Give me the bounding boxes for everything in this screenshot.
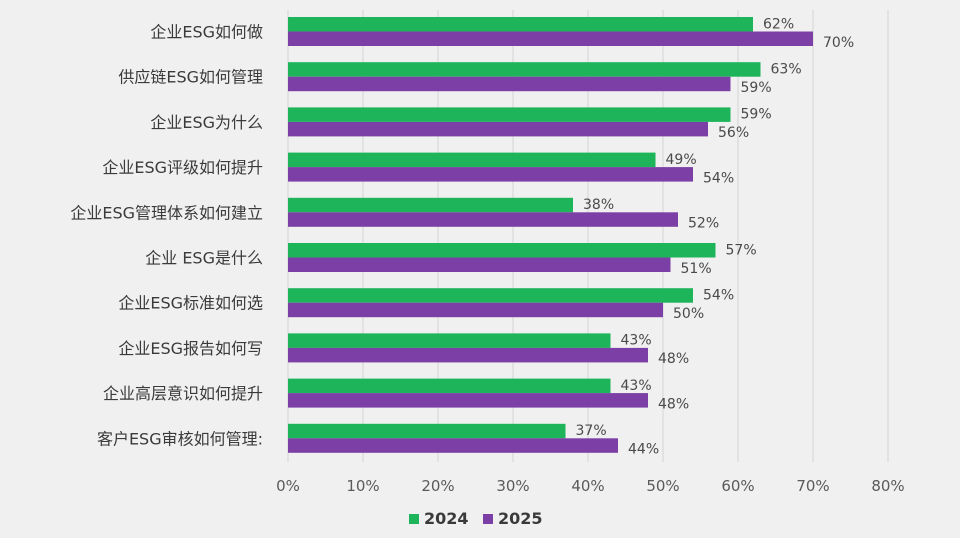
x-tick-label: 0% bbox=[276, 477, 300, 495]
category-label: 企业 ESG是什么 bbox=[145, 249, 263, 268]
category-label: 企业ESG标准如何选 bbox=[118, 294, 263, 313]
x-tick-label: 70% bbox=[796, 477, 829, 495]
category-label: 企业ESG评级如何提升 bbox=[102, 158, 263, 177]
data-label-2025: 70% bbox=[823, 35, 854, 51]
bar-2025 bbox=[288, 438, 618, 453]
bar-2024 bbox=[288, 288, 693, 303]
data-label-2024: 63% bbox=[771, 61, 802, 77]
legend-label-2025: 2025 bbox=[498, 509, 543, 528]
bar-2024 bbox=[288, 107, 731, 122]
x-tick-label: 60% bbox=[721, 477, 754, 495]
data-label-2024: 54% bbox=[703, 287, 734, 303]
category-label: 企业ESG管理体系如何建立 bbox=[70, 203, 263, 222]
data-label-2025: 48% bbox=[658, 351, 689, 367]
bar-2024 bbox=[288, 378, 611, 394]
x-axis-ticks: 0% 10% 20% 30% 40% 50% 60% 70% 80% bbox=[276, 477, 905, 495]
data-label-2025: 59% bbox=[741, 80, 772, 96]
bar-2025 bbox=[288, 167, 693, 182]
category-label: 企业ESG报告如何写 bbox=[118, 339, 263, 358]
bar-2024 bbox=[288, 423, 566, 439]
bar-2025 bbox=[288, 31, 813, 46]
data-label-2024: 57% bbox=[726, 242, 757, 258]
bar-2024 bbox=[288, 333, 611, 348]
category-label: 供应链ESG如何管理 bbox=[118, 68, 263, 87]
data-label-2025: 48% bbox=[658, 396, 689, 412]
data-label-2025: 54% bbox=[703, 170, 734, 186]
legend-swatch-2024 bbox=[409, 514, 419, 524]
data-label-2025: 44% bbox=[628, 442, 659, 458]
value-labels: 62% 70% 63% 59% 59% 56% 49% 54% 38% 52% 57% 51% 54% 5… bbox=[576, 16, 855, 457]
bar-2024 bbox=[288, 62, 761, 77]
data-label-2025: 52% bbox=[688, 216, 719, 232]
bars bbox=[288, 17, 813, 453]
x-tick-label: 20% bbox=[421, 477, 454, 495]
data-label-2024: 43% bbox=[621, 333, 652, 349]
legend-label-2024: 2024 bbox=[424, 509, 469, 528]
category-label: 客户ESG审核如何管理: bbox=[97, 429, 263, 448]
category-label: 企业高层意识如何提升 bbox=[103, 384, 263, 403]
category-labels: 企业ESG如何做供应链ESG如何管理企业ESG为什么企业ESG评级如何提升企业E… bbox=[70, 23, 263, 449]
legend-swatch-2025 bbox=[483, 514, 493, 524]
data-label-2024: 38% bbox=[583, 197, 614, 213]
bar-2024 bbox=[288, 243, 716, 258]
x-tick-label: 30% bbox=[496, 477, 529, 495]
data-label-2024: 59% bbox=[741, 107, 772, 123]
bar-2024 bbox=[288, 152, 656, 168]
bar-2025 bbox=[288, 76, 731, 92]
legend: 2024 2025 bbox=[409, 509, 543, 528]
bar-2025 bbox=[288, 257, 671, 272]
data-label-2025: 50% bbox=[673, 306, 704, 322]
bar-2025 bbox=[288, 212, 678, 227]
bar-2025 bbox=[288, 347, 648, 363]
x-tick-label: 40% bbox=[571, 477, 604, 495]
bar-2025 bbox=[288, 121, 708, 137]
bar-2024 bbox=[288, 17, 753, 32]
x-tick-label: 10% bbox=[346, 477, 379, 495]
x-tick-label: 50% bbox=[646, 477, 679, 495]
data-label-2025: 51% bbox=[681, 261, 712, 277]
bar-2024 bbox=[288, 197, 573, 213]
data-label-2024: 43% bbox=[621, 378, 652, 394]
bar-2025 bbox=[288, 302, 663, 318]
category-label: 企业ESG为什么 bbox=[150, 113, 263, 132]
data-label-2025: 56% bbox=[718, 125, 749, 141]
data-label-2024: 62% bbox=[763, 16, 794, 32]
data-label-2024: 37% bbox=[576, 423, 607, 439]
data-label-2024: 49% bbox=[666, 152, 697, 168]
x-tick-label: 80% bbox=[871, 477, 904, 495]
category-label: 企业ESG如何做 bbox=[150, 23, 263, 42]
bar-2025 bbox=[288, 393, 648, 408]
